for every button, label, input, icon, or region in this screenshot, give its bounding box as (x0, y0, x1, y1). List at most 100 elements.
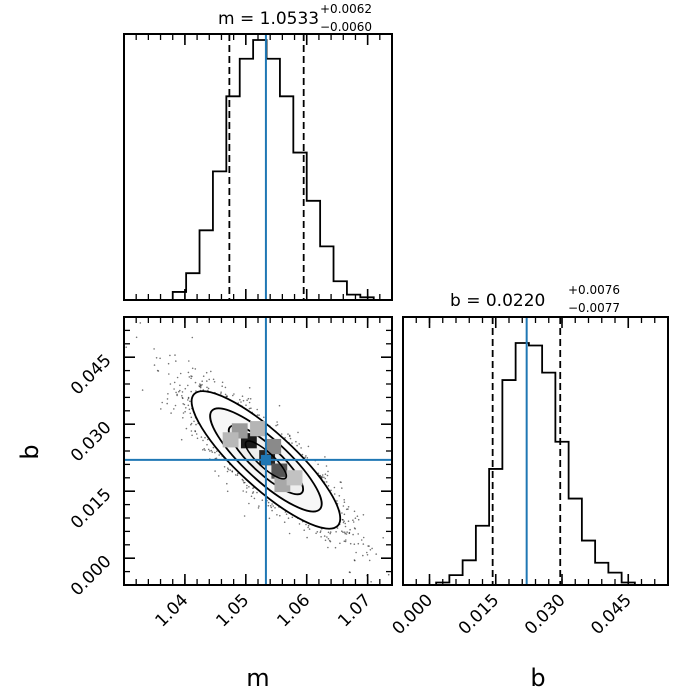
scatter-point (243, 515, 246, 517)
scatter-point (347, 520, 350, 522)
scatter-point (327, 470, 329, 473)
scatter-point (200, 436, 203, 438)
scatter-point (187, 371, 190, 374)
scatter-point (190, 416, 193, 419)
scatter-point (231, 470, 233, 472)
scatter-point (195, 433, 198, 435)
scatter-point (326, 474, 329, 477)
m-title-minus: −0.0060 (320, 20, 372, 34)
scatter-point (360, 539, 363, 541)
scatter-point (280, 433, 283, 435)
scatter-point (239, 398, 241, 401)
scatter-point (166, 398, 169, 400)
scatter-point (226, 482, 228, 485)
scatter-point (176, 394, 178, 397)
scatter-point (354, 559, 356, 562)
x-tick-label: 0.045 (587, 590, 636, 639)
scatter-point (184, 410, 186, 413)
scatter-point (208, 378, 210, 381)
scatter-point (166, 402, 168, 405)
scatter-point (190, 422, 193, 425)
y-tick-label: 0.045 (67, 351, 116, 400)
scatter-point (354, 517, 357, 519)
scatter-point (355, 551, 357, 554)
scatter-point (242, 480, 245, 482)
scatter-point (248, 486, 250, 488)
scatter-point (357, 542, 360, 545)
scatter-point (339, 542, 341, 545)
scatter-point (288, 532, 291, 535)
scatter-point (178, 390, 180, 393)
scatter-point (320, 536, 322, 538)
x-axis-label-m: m (246, 664, 269, 692)
scatter-point (323, 535, 326, 537)
scatter-point (270, 506, 273, 509)
scatter-point (324, 539, 327, 542)
scatter-point (153, 364, 156, 366)
b-title-minus: −0.0077 (568, 301, 620, 315)
scatter-point (250, 407, 252, 410)
scatter-point (276, 514, 278, 516)
scatter-point (267, 504, 270, 507)
scatter-point (214, 470, 216, 472)
scatter-point (283, 521, 286, 523)
scatter-point (327, 546, 329, 549)
scatter-point (248, 401, 251, 404)
scatter-point (295, 440, 297, 443)
scatter-point (320, 530, 322, 532)
scatter-point (303, 529, 306, 531)
scatter-point (210, 370, 212, 373)
scatter-point (336, 500, 338, 502)
scatter-point (343, 499, 346, 501)
scatter-point (362, 536, 365, 539)
scatter-point (216, 450, 218, 453)
scatter-point (356, 515, 359, 517)
scatter-point (341, 530, 343, 532)
scatter-point (155, 357, 158, 359)
scatter-point (324, 473, 327, 476)
scatter-point (202, 439, 204, 442)
scatter-point (274, 507, 276, 509)
scatter-point (344, 540, 347, 543)
scatter-point (346, 531, 348, 533)
scatter-point (248, 407, 251, 410)
scatter-point (345, 539, 347, 541)
scatter-point (176, 376, 179, 379)
scatter-point (307, 445, 310, 448)
scatter-point (276, 424, 279, 426)
scatter-point (368, 559, 371, 562)
scatter-point (187, 384, 189, 387)
scatter-point (344, 522, 347, 525)
scatter-point (241, 395, 244, 398)
y-axis-label-b: b (16, 444, 44, 459)
scatter-point (352, 533, 354, 536)
scatter-point (357, 518, 360, 521)
scatter-point (173, 381, 176, 384)
scatter-point (188, 360, 190, 362)
scatter-point (271, 503, 273, 505)
scatter-point (234, 474, 237, 476)
scatter-point (328, 539, 331, 542)
scatter-point (242, 399, 245, 402)
scatter-point (275, 424, 277, 427)
m-histogram-panel: m = 1.0533 +0.0062 −0.0060 (123, 2, 393, 301)
scatter-point (207, 448, 210, 451)
scatter-point (289, 437, 292, 440)
scatter-point (201, 383, 203, 386)
scatter-point (268, 517, 271, 520)
scatter-point (250, 495, 253, 498)
scatter-point (135, 336, 138, 339)
scatter-point (338, 495, 341, 497)
scatter-point (212, 446, 215, 449)
scatter-point (333, 493, 336, 495)
density-cell (265, 438, 282, 455)
scatter-point (191, 367, 194, 370)
scatter-point (139, 322, 142, 324)
scatter-point (194, 430, 196, 432)
scatter-point (206, 443, 208, 446)
scatter-point (284, 437, 286, 439)
scatter-point (252, 491, 255, 493)
m-title: m = 1.0533 (218, 9, 319, 29)
scatter-point (188, 408, 191, 411)
scatter-point (236, 474, 239, 477)
